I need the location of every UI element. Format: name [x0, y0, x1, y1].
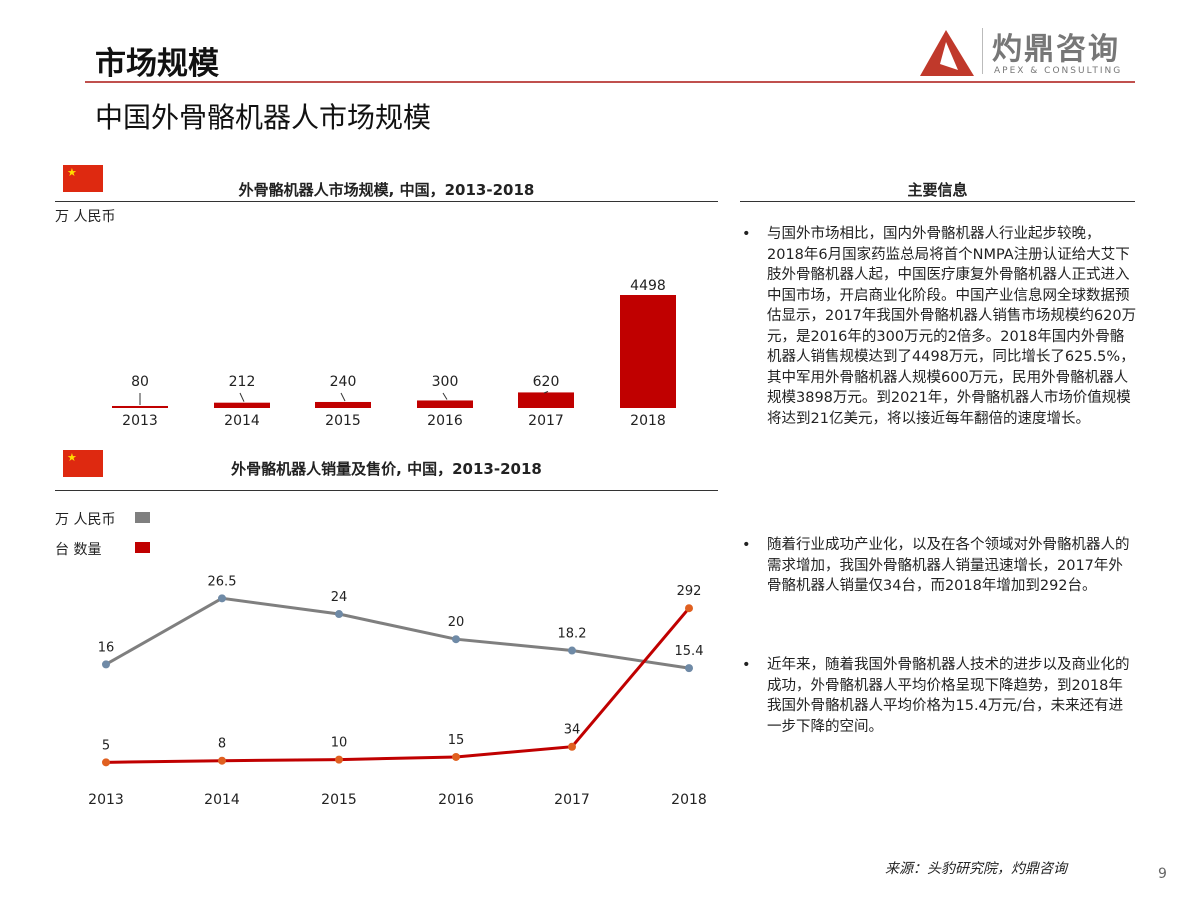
data-point — [335, 610, 343, 619]
x-tick-label: 2013 — [88, 792, 124, 808]
data-point — [102, 758, 110, 767]
legend-swatch-price — [135, 512, 150, 523]
bar — [417, 400, 473, 408]
line-chart: 16 26.5 24 20 18.2 15.4 5 8 10 15 34 292 2013 2014 201… — [88, 574, 707, 808]
info-bullet: • 随着行业成功产业化，以及在各个领域对外骨骼机器人的需求增加，我国外骨骼机器人销… — [742, 535, 1137, 597]
x-tick-label: 2017 — [554, 792, 590, 808]
logo: 灼鼎咨询 APEX & CONSULTING — [918, 24, 1138, 80]
info-bullet: • 与国外市场相比，国内外骨骼机器人行业起步较晚，2018年6月国家药监总局将首个… — [742, 224, 1137, 429]
page-subtitle: 中国外骨骼机器人市场规模 — [95, 101, 432, 134]
leader-line — [340, 392, 346, 402]
legend-label-price: 万 人民币 — [55, 512, 116, 528]
x-tick-label: 2017 — [528, 413, 564, 429]
data-label: 240 — [330, 374, 357, 390]
data-label: 620 — [533, 374, 560, 390]
logo-tagline: APEX & CONSULTING — [994, 66, 1123, 76]
china-flag-icon: ★ — [63, 450, 103, 477]
leader-line — [239, 392, 245, 402]
x-tick-label: 2013 — [122, 413, 158, 429]
data-label: 300 — [432, 374, 459, 390]
source-note: 来源：头豹研究院，灼鼎咨询 — [885, 861, 1067, 877]
bar-chart-unit: 万 人民币 — [55, 209, 116, 225]
data-label: 10 — [331, 736, 348, 751]
data-label: 16 — [98, 640, 115, 655]
data-point — [685, 664, 693, 673]
logo-text: 灼鼎咨询 — [992, 32, 1120, 67]
china-flag-icon: ★ — [63, 165, 103, 192]
x-tick-label: 2014 — [204, 792, 240, 808]
chart1-divider — [55, 201, 718, 202]
page-title: 市场规模 — [95, 46, 219, 82]
bar-chart-title: 外骨骼机器人市场规模, 中国，2013-2018 — [238, 181, 535, 199]
logo-triangle-icon — [920, 30, 974, 76]
x-tick-label: 2015 — [325, 413, 361, 429]
data-label: 34 — [564, 723, 581, 738]
data-label: 292 — [677, 584, 702, 599]
x-tick-label: 2016 — [427, 413, 463, 429]
data-label: 26.5 — [208, 574, 237, 589]
data-point — [685, 604, 693, 613]
data-point — [335, 755, 343, 764]
data-label: 18.2 — [558, 627, 587, 642]
series-line — [105, 607, 691, 764]
data-label: 4498 — [630, 278, 666, 294]
series-line — [105, 596, 690, 670]
x-tick-label: 2018 — [630, 413, 666, 429]
bar — [620, 295, 676, 408]
bullet-text: 近年来，随着我国外骨骼机器人技术的进步以及商业化的成功，外骨骼机器人平均价格呈现… — [767, 657, 1130, 735]
data-label: 212 — [229, 374, 256, 390]
data-point — [218, 594, 226, 603]
leader-line — [442, 392, 448, 400]
bullet-text: 随着行业成功产业化，以及在各个领域对外骨骼机器人的需求增加，我国外骨骼机器人销量… — [767, 537, 1130, 594]
data-point — [102, 660, 110, 669]
info-bullet: • 近年来，随着我国外骨骼机器人技术的进步以及商业化的成功，外骨骼机器人平均价格呈… — [742, 655, 1137, 737]
data-label: 15.4 — [675, 644, 704, 659]
bar — [214, 402, 270, 408]
data-label: 24 — [331, 590, 348, 605]
data-point — [568, 742, 576, 751]
chart2-divider — [55, 490, 718, 491]
line-chart-title: 外骨骼机器人销量及售价, 中国，2013-2018 — [231, 460, 542, 478]
data-label: 80 — [131, 374, 149, 390]
data-point — [218, 756, 226, 765]
info-divider — [740, 201, 1135, 202]
data-label: 8 — [218, 737, 226, 752]
x-tick-label: 2015 — [321, 792, 357, 808]
x-tick-label: 2014 — [224, 413, 260, 429]
legend-label-quantity: 台 数量 — [55, 542, 102, 558]
x-tick-label: 2016 — [438, 792, 474, 808]
data-point — [568, 646, 576, 655]
page-number: 9 — [1158, 866, 1167, 882]
bar-chart: 80 2013 212 2014 240 2015 300 2016 620 2017 4498 20… — [112, 278, 676, 429]
bar — [518, 392, 574, 408]
data-point — [452, 752, 460, 761]
title-divider — [85, 81, 1135, 83]
leader-line — [543, 390, 549, 394]
info-title: 主要信息 — [907, 181, 968, 199]
bar — [112, 405, 168, 408]
x-tick-label: 2018 — [671, 792, 707, 808]
data-label: 15 — [448, 733, 465, 748]
legend-swatch-quantity — [135, 542, 150, 553]
data-point — [452, 635, 460, 644]
data-label: 5 — [102, 738, 110, 753]
bar — [315, 401, 371, 408]
bullet-text: 与国外市场相比，国内外骨骼机器人行业起步较晚，2018年6月国家药监总局将首个N… — [767, 226, 1137, 427]
data-label: 20 — [448, 615, 465, 630]
